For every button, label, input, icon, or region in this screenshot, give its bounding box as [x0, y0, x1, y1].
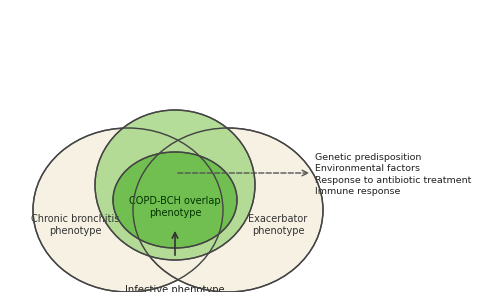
- Ellipse shape: [95, 110, 255, 260]
- Ellipse shape: [113, 152, 237, 248]
- Ellipse shape: [33, 128, 223, 292]
- Ellipse shape: [133, 128, 323, 292]
- Text: Genetic predisposition
Environmental factors
Response to antibiotic treatment
Im: Genetic predisposition Environmental fac…: [315, 153, 472, 196]
- Text: COPD-BCH overlap
phenotype: COPD-BCH overlap phenotype: [129, 196, 221, 218]
- Text: Infective phenotype
(chronic bronchial infection without BCH): Infective phenotype (chronic bronchial i…: [72, 285, 278, 292]
- Text: Chronic bronchitis
phenotype: Chronic bronchitis phenotype: [31, 214, 119, 237]
- Text: Exacerbator
phenotype: Exacerbator phenotype: [248, 214, 308, 237]
